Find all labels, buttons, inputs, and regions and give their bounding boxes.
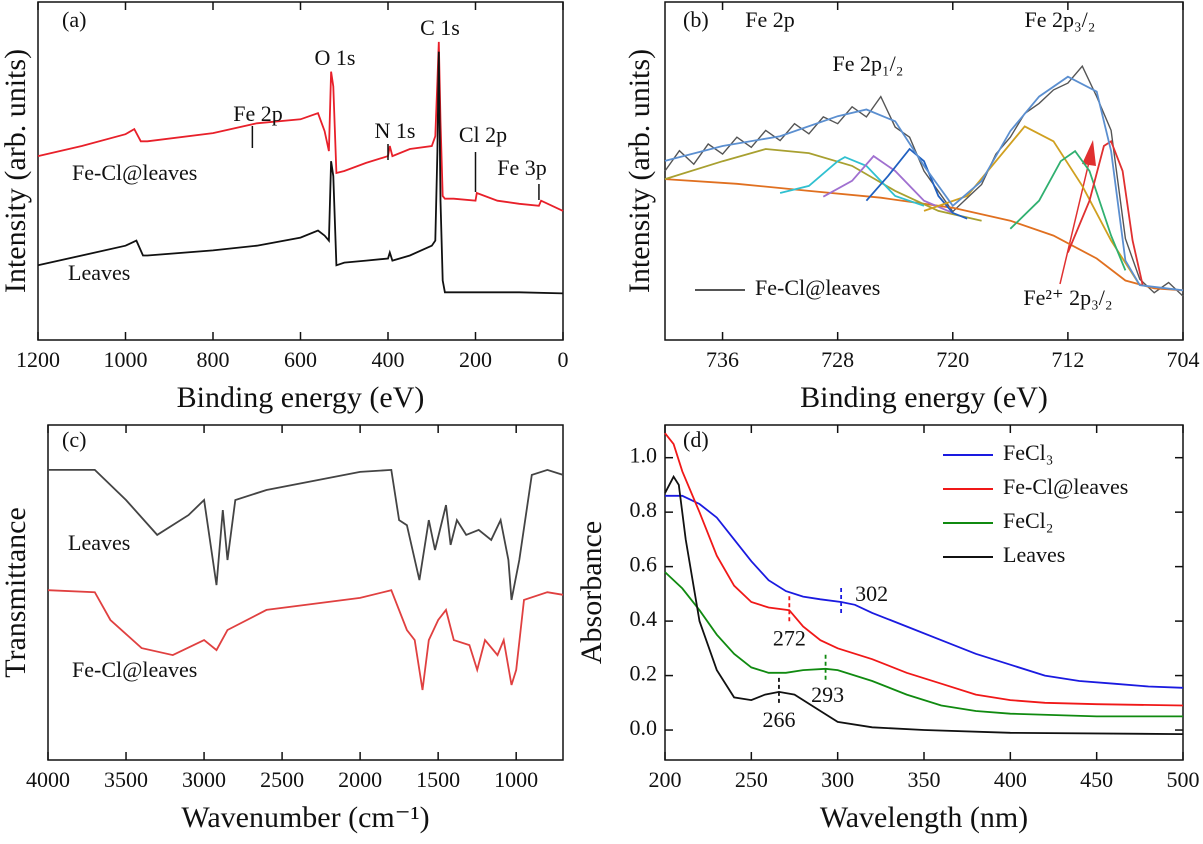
series-line xyxy=(664,178,1184,292)
x-tick-label: 1000 xyxy=(494,767,538,792)
annotation: Fe 2p xyxy=(233,101,283,126)
series-line xyxy=(1009,149,1127,271)
x-tick-label: 1500 xyxy=(416,767,460,792)
series-line xyxy=(865,147,968,220)
plot-frame xyxy=(47,424,564,761)
y-tick-label: 1.0 xyxy=(630,443,658,468)
x-tick-label: 712 xyxy=(1051,347,1084,372)
legend-label: Fe-Cl@leaves xyxy=(1003,474,1128,499)
x-tick-label: 720 xyxy=(936,347,969,372)
y-tick-label: 0.2 xyxy=(630,661,658,686)
series-label: Fe-Cl@leaves xyxy=(72,160,197,185)
series-line xyxy=(664,432,1184,707)
x-axis-title: Binding energy (eV) xyxy=(177,381,425,414)
y-tick-label: 0.6 xyxy=(630,552,658,577)
x-axis-title: Wavelength (nm) xyxy=(820,801,1028,834)
annotation: Fe 3p xyxy=(497,155,547,180)
arrow xyxy=(1059,161,1090,285)
peak-label: 302 xyxy=(855,581,888,606)
annotation: Fe²⁺ 2p₃/₂ xyxy=(1023,285,1112,310)
x-tick-label: 600 xyxy=(284,347,317,372)
y-tick-label: 0.4 xyxy=(630,606,658,631)
x-tick-label: 728 xyxy=(821,347,854,372)
series-line xyxy=(664,64,1184,297)
x-tick-label: 2000 xyxy=(338,767,382,792)
series-line xyxy=(665,494,1184,689)
y-axis-title: Absorbance xyxy=(575,521,608,664)
x-tick-label: 1200 xyxy=(16,347,60,372)
x-tick-label: 2500 xyxy=(260,767,304,792)
annotation: N 1s xyxy=(375,118,416,143)
x-tick-label: 300 xyxy=(821,767,854,792)
x-tick-label: 400 xyxy=(372,347,405,372)
annotation: Fe 2p xyxy=(745,7,795,32)
x-tick-label: 3500 xyxy=(104,767,148,792)
peak-label: 293 xyxy=(811,682,844,707)
annotation: (a) xyxy=(62,7,86,32)
annotation: (c) xyxy=(62,427,86,452)
x-tick-label: 3000 xyxy=(182,767,226,792)
series-line xyxy=(37,51,564,295)
series-line xyxy=(664,571,1183,718)
series-line xyxy=(664,75,1184,292)
annotation: Cl 2p xyxy=(459,122,507,147)
annotation: (d) xyxy=(683,427,709,452)
annotation: Fe 2p₁/₂ xyxy=(833,51,904,76)
annotation: O 1s xyxy=(315,45,356,70)
arrow-head xyxy=(1082,140,1096,166)
peak-label: 272 xyxy=(773,625,806,650)
x-axis-title: Wavenumber (cm⁻¹) xyxy=(181,801,429,834)
annotation: C 1s xyxy=(420,15,460,40)
x-tick-label: 704 xyxy=(1167,347,1200,372)
series-line xyxy=(664,474,1184,735)
x-tick-label: 0 xyxy=(558,347,569,372)
annotation: (b) xyxy=(683,7,709,32)
x-tick-label: 800 xyxy=(197,347,230,372)
series-label: Leaves xyxy=(68,260,130,285)
x-tick-label: 1000 xyxy=(104,347,148,372)
x-axis-title: Binding energy (eV) xyxy=(800,381,1048,414)
series-line xyxy=(822,154,954,214)
y-tick-label: 0.0 xyxy=(630,715,658,740)
x-tick-label: 200 xyxy=(459,347,492,372)
x-tick-label: 250 xyxy=(735,767,768,792)
series-line xyxy=(923,125,1141,286)
legend-label: FeCl₃ xyxy=(1003,440,1053,465)
y-tick-label: 0.8 xyxy=(630,497,658,522)
x-tick-label: 400 xyxy=(994,767,1027,792)
x-tick-label: 450 xyxy=(1080,767,1113,792)
x-tick-label: 200 xyxy=(649,767,682,792)
series-label: Fe-Cl@leaves xyxy=(72,657,197,682)
legend-label: Fe-Cl@leaves xyxy=(755,275,880,300)
x-tick-label: 350 xyxy=(908,767,941,792)
series-line xyxy=(37,41,564,212)
x-tick-label: 500 xyxy=(1167,767,1200,792)
annotation: Fe 2p₃/₂ xyxy=(1025,7,1096,32)
series-label: Leaves xyxy=(68,530,130,555)
x-tick-label: 736 xyxy=(706,347,739,372)
series-line xyxy=(48,468,564,601)
legend-label: FeCl₂ xyxy=(1003,508,1053,533)
x-tick-label: 4000 xyxy=(26,767,70,792)
y-axis-title: Transmittance xyxy=(0,507,32,678)
series-line xyxy=(1067,139,1144,286)
series-line xyxy=(779,156,925,207)
peak-label: 266 xyxy=(762,707,795,732)
y-axis-title: Intensity (arb. units) xyxy=(623,49,656,293)
series-line xyxy=(47,589,564,691)
y-axis-title: Intensity (arb. units) xyxy=(0,49,32,293)
legend-label: Leaves xyxy=(1003,542,1065,567)
